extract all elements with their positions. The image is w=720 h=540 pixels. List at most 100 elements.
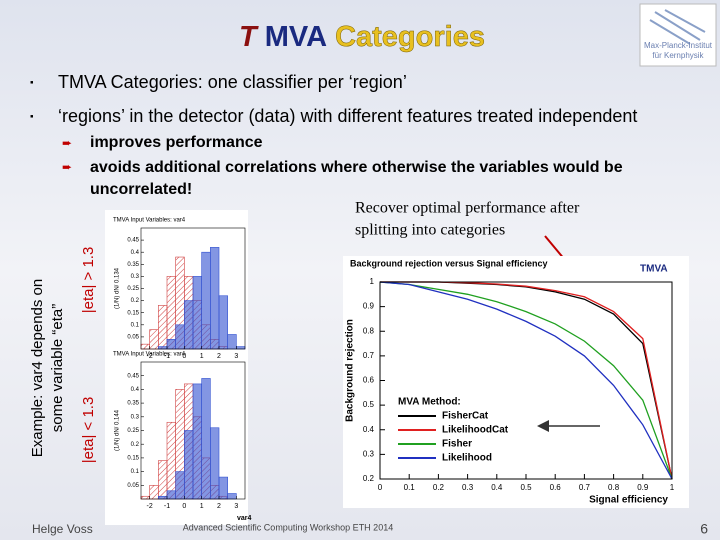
title-part: MVA [265,21,327,53]
y-tick-label: 0.15 [127,310,139,316]
histogram-title: TMVA Input Variables: var4 [113,218,186,224]
histogram-bar [236,346,246,350]
roc-curve [379,281,673,480]
region-label: |eta| > 1.3 [80,247,97,314]
legend-label: LikelihoodCat [442,425,509,436]
x-tick-label: 0 [182,503,186,510]
legend-label: FisherCat [442,411,489,422]
roc-title: Background rejection versus Signal effic… [350,258,548,268]
histogram-bar [166,339,176,350]
histogram-bar [158,460,168,500]
histogram-bar [201,251,211,350]
x-tick-label: 2 [217,503,221,510]
y-tick-label: 0.7 [363,351,375,360]
histogram-bar [218,295,228,350]
sub-bullet-marker: ➨ [62,136,72,150]
histogram-bar [201,378,211,500]
x-tick-label: 0.1 [404,483,416,492]
legend-label: Likelihood [442,453,492,464]
roc-xlabel: Signal efficiency [589,495,668,506]
legend-title: MVA Method: [398,397,461,408]
sub-bullet: uncorrelated! [90,181,192,198]
y-tick-label: 0.3 [363,449,375,458]
histogram-bar [192,383,202,500]
logo-text: Max-Planck-Institut [644,41,713,50]
roc-panel [343,256,689,508]
y-tick-label: 0.25 [127,286,139,292]
logo-text: für Kernphysik [652,51,704,60]
annotation: Recover optimal performance after [355,200,580,217]
histogram-bar [140,343,150,350]
x-tick-label: 2 [217,353,221,360]
sub-bullet: avoids additional correlations where oth… [90,159,623,176]
footer-event: Advanced Scientific Computing Workshop E… [183,522,393,532]
histogram-bar [166,421,176,500]
x-tick-label: 0.4 [491,483,503,492]
y-tick-label: 0.4 [131,387,140,393]
region-label: |eta| < 1.3 [80,397,97,464]
x-tick-label: 3 [234,503,238,510]
side-label: Example: var4 depends on [29,279,46,457]
histogram-bar [184,300,194,350]
x-tick-label: -1 [164,503,170,510]
logo-graphic [649,9,706,45]
y-tick-label: 0.1 [131,469,140,475]
x-tick-label: 0.6 [550,483,562,492]
x-tick-label: 0.9 [637,483,649,492]
x-tick-label: 3 [234,353,238,360]
histogram-bar [140,495,150,500]
y-tick-label: 0.1 [131,322,140,328]
y-tick-label: 0.25 [127,428,139,434]
legend-label: Fisher [442,439,472,450]
roc-curve [379,281,673,480]
histogram-bar [210,427,220,500]
y-tick-label: 0.4 [131,250,140,256]
y-tick-label: 0.9 [363,302,375,311]
sub-bullet: improves performance [90,134,263,151]
bullet-marker: ▪ [30,112,34,123]
histogram-bar [149,329,159,350]
x-tick-label: 0.8 [608,483,620,492]
y-tick-label: 0.4 [363,425,375,434]
histogram-bar [227,493,237,500]
annotation: splitting into categories [355,222,505,239]
x-tick-label: 0 [182,353,186,360]
tmva-logo [620,262,680,276]
y-tick-label: 0.3 [131,414,140,420]
histogram-bar [166,490,176,500]
histogram-bar [158,346,168,350]
x-tick-label: 0.5 [520,483,532,492]
histogram-bar [218,476,228,500]
y-tick-label: 0.45 [127,238,139,244]
bullet: TMVA Categories: one classifier per ‘reg… [58,72,407,92]
logo [639,3,717,67]
x-tick-label: -2 [147,503,153,510]
bullet: ‘regions’ in the detector (data) with di… [58,106,637,126]
x-tick-label: 1 [200,353,204,360]
histogram-bar [210,247,220,350]
side-label: some variable “eta” [49,304,66,432]
histogram-bar [175,324,185,350]
title: T MVA Categories [239,21,485,53]
x-tick-label: 0 [378,483,383,492]
y-tick-label: 0.2 [363,474,375,483]
x-tick-label: -2 [147,353,153,360]
roc-ylabel: Background rejection [345,319,356,422]
y-tick-label: 0.3 [131,274,140,280]
plot-frame [379,281,673,480]
y-tick-label: 0.6 [363,376,375,385]
y-tick-label: 0.05 [127,483,139,489]
title-part: T [239,21,259,53]
histogram-bar [227,334,237,350]
histogram-title: TMVA Input Variables: var4 [113,352,186,358]
sub-bullet-marker: ➨ [62,160,72,174]
y-tick-label: 0.35 [127,262,139,268]
tmva-logo-text: TMVA [640,264,668,275]
y-tick-label: 0.15 [127,455,139,461]
histogram-bar [158,305,168,350]
x-tick-label: 1 [670,483,675,492]
histogram-ylabel: (1/N) dN/ 0.134 [115,267,121,309]
y-tick-label: 0.8 [363,326,375,335]
footer-author: Helge Voss [32,522,93,536]
